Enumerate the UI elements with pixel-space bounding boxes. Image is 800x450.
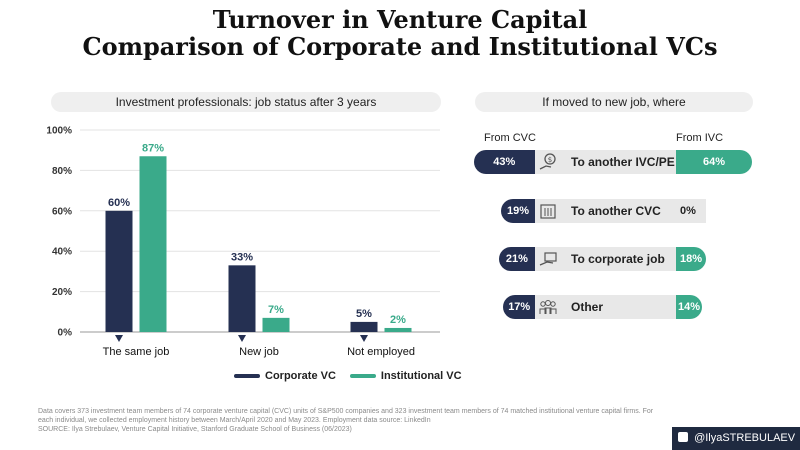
people-icon: [538, 298, 558, 316]
legend-corporate-swatch: [234, 374, 260, 379]
y-tick-label: 60%: [52, 206, 72, 217]
from-cvc-value: 43%: [473, 150, 535, 174]
from-ivc-value: 14%: [676, 295, 702, 319]
data-label: 2%: [390, 314, 406, 326]
destination-row: 17% Other 14%: [0, 295, 800, 319]
from-cvc-value: 19%: [501, 199, 535, 223]
bar-institutional: [139, 156, 167, 332]
x-tick-label: The same job: [103, 346, 170, 358]
row-track: [535, 150, 676, 174]
briefcase-hand-icon: [538, 250, 558, 268]
destination-row: 43% $ To another IVC/PE 64%: [0, 150, 800, 174]
footnote-text: Data covers 373 investment team members …: [38, 408, 654, 424]
building-icon: [538, 202, 558, 220]
svg-text:$: $: [548, 156, 552, 164]
from-ivc-value: 64%: [676, 150, 752, 174]
source-text: SOURCE: Ilya Strebulaev, Venture Capital…: [38, 426, 352, 433]
from-cvc-header: From CVC: [484, 132, 536, 144]
destination-row: 21% To corporate job 18%: [0, 247, 800, 271]
destination-label: To another IVC/PE: [571, 155, 675, 169]
data-label: 7%: [268, 304, 284, 316]
destination-label: To another CVC: [571, 204, 661, 218]
money-hand-icon: $: [538, 153, 558, 171]
from-ivc-header: From IVC: [676, 132, 724, 144]
chart-title: Turnover in Venture Capital Comparison o…: [0, 6, 800, 60]
data-label: 33%: [231, 251, 253, 263]
from-cvc-value: 21%: [498, 247, 535, 271]
bar-corporate: [350, 321, 378, 332]
bar-corporate: [228, 265, 256, 332]
pointer-triangle: [115, 335, 123, 342]
from-ivc-value: 0%: [680, 205, 696, 217]
pointer-triangle: [360, 335, 368, 342]
y-tick-label: 20%: [52, 287, 72, 298]
brand-badge: @IlyaSTREBULAEV: [672, 427, 800, 450]
legend-institutional-swatch: [349, 374, 376, 379]
y-tick-label: 40%: [52, 247, 72, 258]
x-tick-label: Not employed: [347, 346, 415, 358]
legend-institutional-label: Institutional VC: [380, 370, 462, 382]
row-track: [535, 247, 676, 271]
row-track: [535, 295, 676, 319]
brand-handle: @IlyaSTREBULAEV: [694, 432, 796, 444]
footnote: Data covers 373 investment team members …: [38, 407, 658, 434]
legend-institutional: Institutional VC: [349, 370, 462, 382]
left-panel-title: Investment professionals: job status aft…: [51, 92, 441, 112]
y-tick-label: 100%: [46, 126, 72, 137]
bar-institutional: [262, 317, 290, 332]
pointer-triangle: [238, 335, 246, 342]
legend-corporate-label: Corporate VC: [265, 370, 336, 382]
destination-label: To corporate job: [571, 252, 665, 266]
y-tick-label: 0%: [58, 328, 73, 339]
title-line-1: Turnover in Venture Capital: [212, 5, 588, 34]
data-label: 60%: [108, 197, 130, 209]
x-tick-label: New job: [239, 346, 279, 358]
right-panel-title: If moved to new job, where: [475, 92, 753, 112]
twitter-icon: [678, 432, 688, 442]
title-line-2: Comparison of Corporate and Institutiona…: [82, 32, 718, 61]
destination-label: Other: [571, 300, 604, 314]
from-ivc-value: 18%: [676, 247, 706, 271]
legend-corporate: Corporate VC: [234, 370, 336, 382]
from-cvc-value: 17%: [503, 295, 535, 319]
data-label: 87%: [142, 142, 164, 154]
bar-corporate: [105, 210, 133, 332]
legend: Corporate VC Institutional VC: [234, 370, 462, 382]
destination-row: 19% To another CVC 0%: [0, 199, 800, 223]
data-label: 5%: [356, 308, 372, 320]
bar-institutional: [384, 327, 412, 332]
row-track: [535, 199, 706, 223]
y-tick-label: 80%: [52, 166, 72, 177]
